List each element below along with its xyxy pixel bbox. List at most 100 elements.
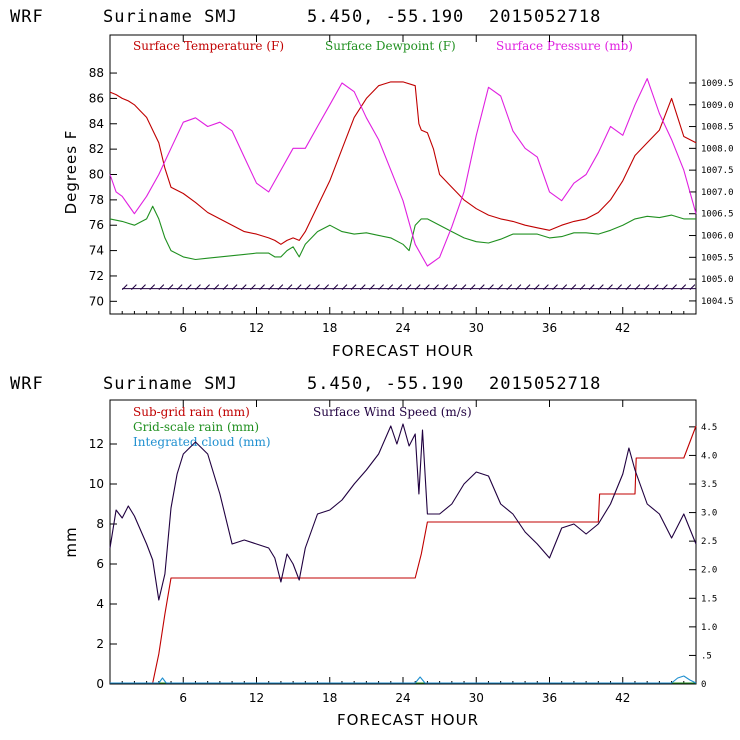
x-tick-label: 36 [542, 691, 557, 705]
wind-barb [149, 284, 156, 290]
wind-barb [195, 284, 201, 290]
x-tick-label: 30 [469, 321, 484, 335]
y2-tick-label: 1.5 [701, 594, 717, 604]
series-line-integrated-cloud-mm [110, 675, 697, 684]
header-run: 2015052718 [489, 7, 601, 27]
wind-barb [414, 284, 421, 290]
header-coords: 5.450, -55.190 [307, 7, 464, 27]
x-tick-label: 6 [179, 691, 187, 705]
wind-barb [259, 284, 265, 290]
wind-barb [240, 284, 247, 290]
wind-barb [552, 284, 558, 290]
x-tick-label: 36 [542, 321, 557, 335]
wind-barb [524, 284, 531, 290]
series-line-surface-temperature-f [109, 81, 697, 245]
wind-barb [332, 284, 339, 290]
y2-tick-label: 1009.5 [701, 79, 734, 89]
wind-barb [121, 284, 128, 290]
y-tick-label: 74 [89, 244, 104, 258]
x-tick-label: 42 [615, 321, 630, 335]
wind-barb [662, 284, 668, 290]
y-tick-label: 12 [89, 437, 104, 451]
wind-barb [304, 284, 311, 290]
x-tick-label: 18 [322, 321, 337, 335]
x-tick-label: 24 [395, 691, 410, 705]
y-tick-label: 70 [89, 294, 104, 308]
wind-barb [295, 284, 302, 290]
series-bottom [109, 423, 697, 684]
x-tick-label: 12 [249, 321, 264, 335]
legend-pressure: Surface Pressure (mb) [496, 39, 633, 53]
wind-barb [616, 284, 622, 290]
wind-barb [277, 284, 284, 290]
y2-tick-label: 0 [701, 680, 706, 690]
wind-barb [268, 284, 275, 290]
legend-subgrid-rain: Sub-grid rain (mm) [133, 405, 250, 419]
header-run-2: 2015052718 [489, 374, 601, 394]
wind-barb [341, 284, 348, 290]
series-line-surface-wind-speed-m-s [109, 423, 697, 601]
y2-tick-label: 2.5 [701, 537, 717, 547]
y2-tick-label: 4.5 [701, 423, 717, 433]
y-tick-label: 82 [89, 142, 104, 156]
wind-barb [314, 284, 320, 290]
wind-barb [442, 284, 449, 290]
y2-tick-label: 2.0 [701, 566, 717, 576]
wind-barb [323, 284, 329, 290]
y-tick-label: 4 [96, 597, 104, 611]
y-tick-label: 72 [89, 269, 104, 283]
y-tick-label: 86 [89, 91, 104, 105]
y2-tick-label: 1007.0 [701, 188, 734, 198]
y-axis-title-top: Degrees F [62, 130, 80, 215]
wind-barb [671, 284, 677, 290]
wind-barb [652, 284, 659, 290]
axes-ticks-top: 6 12 18 24 30 36 42 70 72 74 76 78 80 82 84 86 88 1004.5 1… [89, 35, 734, 335]
wind-barb [680, 284, 687, 290]
y2-tick-label: 1.0 [701, 623, 717, 633]
y-tick-label: 2 [96, 637, 104, 651]
y2-tick-label: 1004.5 [701, 297, 734, 307]
x-axis-title-top: FORECAST HOUR [332, 342, 474, 360]
wind-barb [369, 284, 375, 290]
wind-barb [451, 284, 458, 290]
wind-barb [176, 284, 183, 290]
header-model-2: WRF [10, 374, 44, 394]
wind-barb [222, 284, 229, 290]
y-tick-label: 80 [89, 168, 104, 182]
panel-temperature: WRF Suriname SMJ 5.450, -55.190 20150527… [10, 7, 734, 360]
wind-barb [689, 284, 696, 290]
wind-barb [213, 284, 220, 290]
legend-temperature: Surface Temperature (F) [133, 39, 284, 53]
y-tick-label: 10 [89, 477, 104, 491]
wind-barb [533, 284, 540, 290]
wind-barb [570, 284, 577, 290]
y2-tick-label: 1006.5 [701, 210, 734, 220]
y2-tick-label: .5 [701, 651, 712, 661]
series-line-surface-dewpoint-f [109, 205, 696, 261]
panel-precipitation: WRF Suriname SMJ 5.450, -55.190 20150527… [10, 374, 717, 729]
legend-wind-speed: Surface Wind Speed (m/s) [313, 405, 472, 419]
x-tick-label: 30 [469, 691, 484, 705]
x-tick-label: 42 [615, 691, 630, 705]
wind-barb [250, 284, 256, 290]
y-axis-title-bottom: mm [62, 526, 80, 557]
wind-barb [286, 284, 293, 290]
wind-barb [597, 284, 604, 290]
y-tick-label: 76 [89, 218, 104, 232]
wind-barb [478, 284, 485, 290]
y-tick-label: 78 [89, 193, 104, 207]
y2-tick-label: 1008.0 [701, 144, 734, 154]
header-site-2: Suriname SMJ [103, 374, 238, 394]
legend-integrated-cloud: Integrated cloud (mm) [133, 435, 271, 449]
y-tick-label: 84 [89, 117, 104, 131]
y2-tick-label: 3.0 [701, 509, 717, 519]
wind-barb [497, 284, 503, 290]
wind-barb [488, 284, 494, 290]
plot-frame-top [109, 34, 697, 315]
wind-barb [515, 284, 522, 290]
wind-barb [433, 284, 439, 290]
wind-barb [350, 284, 357, 290]
header-model: WRF [10, 7, 44, 27]
wind-barb [588, 284, 595, 290]
